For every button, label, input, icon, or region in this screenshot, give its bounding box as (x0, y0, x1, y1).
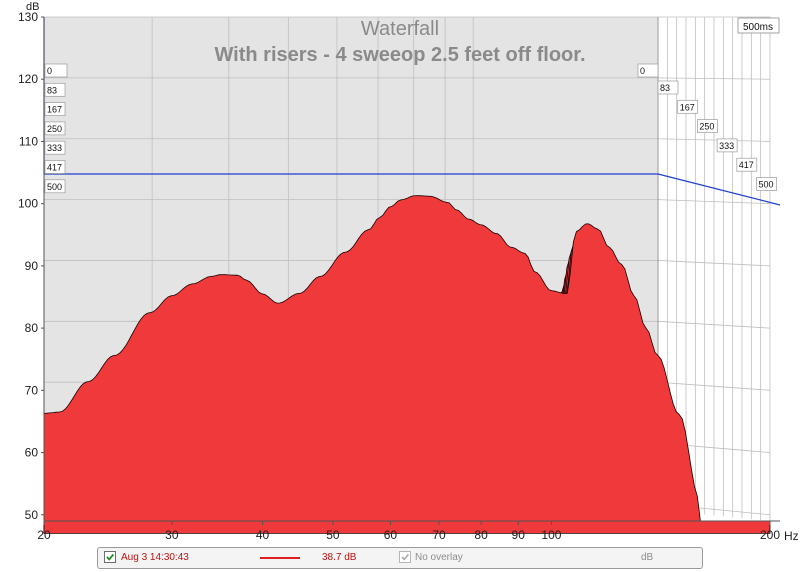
time-slice-labels: 0 0 83 83 167 167 250 250 333 333 417 417 500 500 (44, 63, 777, 194)
x-tick-label: 90 (512, 528, 526, 540)
chart-subtitle: With risers - 4 sweeop 2.5 feet off floo… (214, 44, 585, 66)
y-tick-label: 60 (25, 446, 39, 460)
overlay-label[interactable]: No overlay (415, 552, 463, 563)
chart-titles: Waterfall With risers - 4 sweeop 2.5 fee… (214, 18, 585, 66)
time-slice-label-box (44, 82, 66, 97)
time-axis-box (737, 17, 780, 34)
time-slice-label-box (44, 102, 66, 116)
y-tick-label: 50 (25, 508, 39, 522)
time-slice-label-box (44, 63, 68, 78)
time-slice-label-box (44, 160, 66, 174)
y-tick-label: 90 (25, 259, 39, 273)
time-slice-label-box (44, 179, 66, 194)
x-tick-label: 40 (256, 528, 270, 540)
x-tick-label: 60 (384, 528, 398, 540)
x-tick-label: 30 (165, 528, 179, 540)
time-slice-label-right: 417 (739, 160, 754, 170)
time-slice-label-left: 250 (47, 124, 62, 134)
overlay-checkbox[interactable] (399, 551, 411, 563)
time-slice-label-left: 417 (47, 163, 62, 173)
x-tick-label: 20 (37, 528, 51, 540)
measurement-level: 38.7 dB (322, 552, 357, 563)
time-axis-label: 500ms (743, 22, 773, 33)
time-slice-label-box (657, 80, 679, 95)
time-slice-label-box (44, 140, 66, 155)
y-tick-label: 70 (25, 383, 39, 397)
y-tick-label: 110 (19, 134, 38, 148)
time-slice-label-box (697, 119, 718, 133)
measurement-name[interactable]: Aug 3 14:30:43 (121, 552, 189, 563)
time-slice-label-right: 0 (640, 66, 645, 76)
y-tick-label: 100 (18, 197, 38, 211)
y-tick-label: 80 (25, 321, 39, 335)
time-slice-label-box (736, 157, 758, 172)
y-tick-label: 130 (18, 10, 38, 24)
time-slice-label-left: 167 (47, 105, 62, 115)
waterfall-chart: Waterfall With risers - 4 sweeop 2.5 fee… (17, 1, 799, 540)
time-slice-label-left: 0 (47, 66, 52, 76)
checkmark-icon (401, 553, 410, 561)
y-tick-label: 120 (18, 72, 38, 86)
axes (43, 17, 780, 522)
time-slice-label-box (44, 121, 66, 136)
y-axis-label: dB (26, 1, 39, 13)
measurement-line-swatch (260, 557, 300, 559)
time-slice-label-right: 167 (680, 102, 695, 112)
x-tick-label: 80 (474, 528, 488, 540)
time-slice-label-box (637, 63, 659, 78)
time-slice-label-box (716, 138, 738, 153)
legend-bar: Aug 3 14:30:43 38.7 dB No overlay dB (97, 547, 703, 569)
reference-line-side (657, 173, 781, 206)
x-axis-label: Hz (784, 529, 799, 540)
checkmark-icon (106, 553, 115, 561)
time-slice-label-right: 250 (699, 122, 714, 132)
waterfall-slices (43, 195, 771, 534)
x-tick-label: 70 (432, 528, 446, 540)
time-slice-label-right: 500 (759, 180, 774, 190)
time-slice-label-left: 333 (47, 143, 62, 153)
time-slice-label-box (677, 99, 699, 114)
time-slice-label-left: 500 (47, 182, 62, 192)
chart-title: Waterfall (361, 18, 439, 40)
tick-labels: 50 60 70 80 90 100 110 120 130 20 30 40 50 60 70 80 90 10… (18, 10, 780, 540)
time-slice-label-right: 83 (660, 83, 670, 93)
legend-unit: dB (641, 552, 654, 563)
x-tick-label: 200 (760, 528, 780, 540)
waterfall-slice (43, 195, 771, 534)
time-slice-label-box (756, 177, 777, 191)
x-tick-label: 100 (541, 528, 561, 540)
measurement-checkbox[interactable] (104, 551, 116, 563)
x-tick-label: 50 (326, 528, 340, 540)
axis-units: dB Hz 500ms (26, 1, 799, 540)
time-slice-label-left: 83 (47, 85, 57, 95)
time-slice-label-right: 333 (719, 141, 734, 151)
